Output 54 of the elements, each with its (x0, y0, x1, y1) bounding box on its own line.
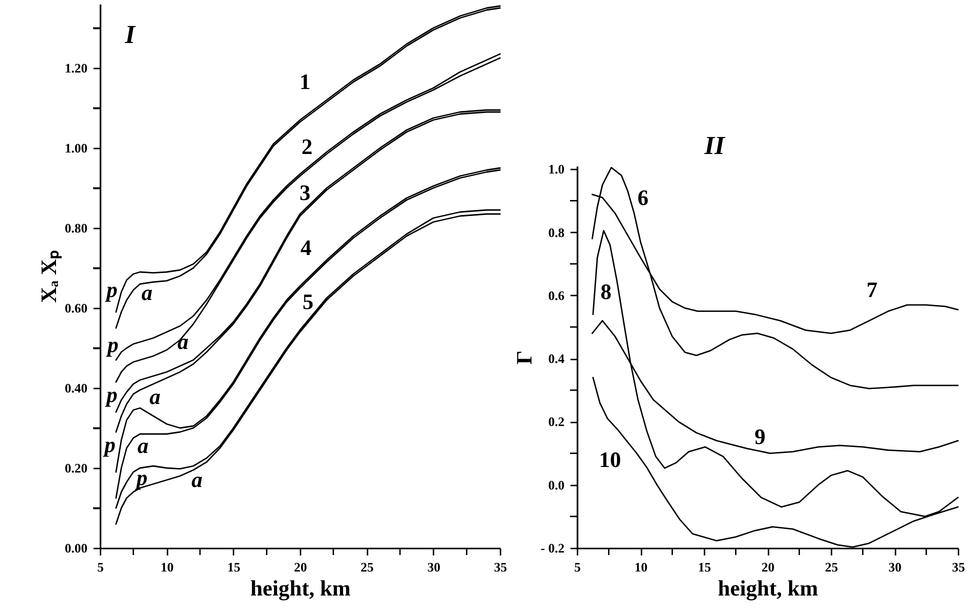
annotation: 7 (866, 277, 878, 302)
annotation: 6 (638, 185, 648, 210)
x-tick-label: 25 (360, 560, 374, 574)
annotation: 4 (300, 235, 312, 260)
annotation: 2 (302, 134, 312, 159)
annotation: 9 (754, 424, 766, 449)
y-tick-label: 0.00 (64, 540, 88, 556)
annotation: 3 (300, 180, 310, 205)
y-tick-label: 0.20 (64, 460, 88, 476)
x-tick-label: 10 (634, 560, 648, 574)
x-tick-label: 5 (574, 560, 582, 574)
x-axis-title: height, km (718, 576, 818, 600)
y-axis-title: Xₐ Xₚ (36, 250, 62, 303)
y-tick-label: 0.8 (548, 224, 565, 240)
y-tick-label: 0.6 (548, 288, 565, 303)
y-tick-label: 0.0 (548, 477, 564, 492)
annotation: p (104, 277, 118, 302)
annotation: a (142, 280, 152, 305)
x-tick-label: 5 (97, 560, 104, 574)
annotation: 1 (300, 69, 310, 94)
y-tick-label: 1.20 (64, 60, 88, 76)
annotation: 10 (599, 447, 621, 472)
x-tick-label: 20 (294, 560, 307, 574)
x-tick-label: 10 (160, 560, 174, 574)
x-tick-label: 35 (494, 560, 508, 574)
x-tick-label: 15 (227, 560, 241, 574)
annotation: p (106, 332, 118, 357)
y-axis-title: Γ (512, 350, 537, 364)
text: I (124, 20, 136, 49)
annotation: a (150, 384, 160, 409)
annotation: a (178, 329, 188, 354)
annotation: 5 (302, 289, 314, 314)
y-tick-label: 0.2 (548, 414, 564, 430)
y-tick-label: 0.80 (64, 220, 88, 236)
y-tick-label: 0.40 (64, 380, 88, 396)
x-tick-label: 35 (952, 560, 966, 574)
x-tick-label: 30 (427, 560, 440, 574)
y-tick-label: 1.0 (548, 162, 564, 177)
y-tick-label: - 0.2 (540, 540, 564, 556)
x-axis-title: height, km (250, 576, 351, 600)
annotation: p (104, 382, 118, 407)
annotation: p (102, 432, 116, 457)
x-tick-label: 20 (762, 560, 774, 574)
chart-title: II (703, 131, 726, 160)
annotation: 8 (600, 279, 612, 304)
y-tick-label: 0.60 (64, 300, 88, 316)
x-tick-label: 25 (825, 560, 838, 574)
x-tick-label: 15 (698, 560, 712, 574)
y-tick-label: 1.00 (64, 140, 88, 156)
x-tick-label: 30 (888, 560, 902, 574)
y-tick-label: 0.4 (548, 351, 565, 366)
annotation: a (192, 467, 202, 492)
annotation: a (138, 433, 148, 458)
annotation: p (134, 465, 148, 490)
